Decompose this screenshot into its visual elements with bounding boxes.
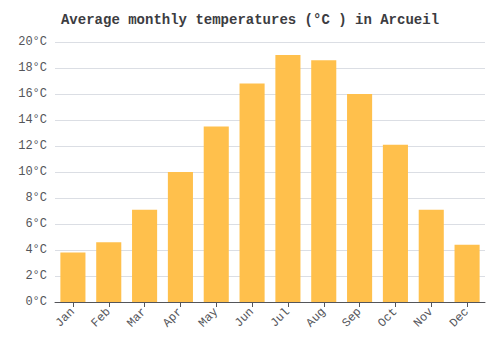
svg-text:8°C: 8°C [25,191,47,205]
svg-text:Apr: Apr [160,305,185,330]
svg-text:14°C: 14°C [18,113,47,127]
svg-text:10°C: 10°C [18,165,47,179]
svg-text:Mar: Mar [124,305,149,330]
svg-text:4°C: 4°C [25,243,47,257]
svg-text:6°C: 6°C [25,217,47,231]
svg-text:Jan: Jan [53,305,78,330]
svg-text:18°C: 18°C [18,61,47,75]
svg-text:2°C: 2°C [25,269,47,283]
svg-text:Dec: Dec [447,305,472,330]
svg-text:Nov: Nov [411,305,436,330]
svg-text:Jun: Jun [232,305,257,330]
svg-text:Jul: Jul [268,305,293,330]
svg-text:Average monthly temperatures (: Average monthly temperatures (°C ) in Ar… [61,12,439,28]
svg-text:0°C: 0°C [25,295,47,309]
svg-text:12°C: 12°C [18,139,47,153]
svg-text:May: May [196,305,221,330]
svg-text:Aug: Aug [304,305,329,330]
svg-text:Feb: Feb [89,305,114,330]
svg-text:16°C: 16°C [18,87,47,101]
svg-text:20°C: 20°C [18,35,47,49]
svg-text:Oct: Oct [375,305,400,330]
svg-text:Sep: Sep [339,305,364,330]
